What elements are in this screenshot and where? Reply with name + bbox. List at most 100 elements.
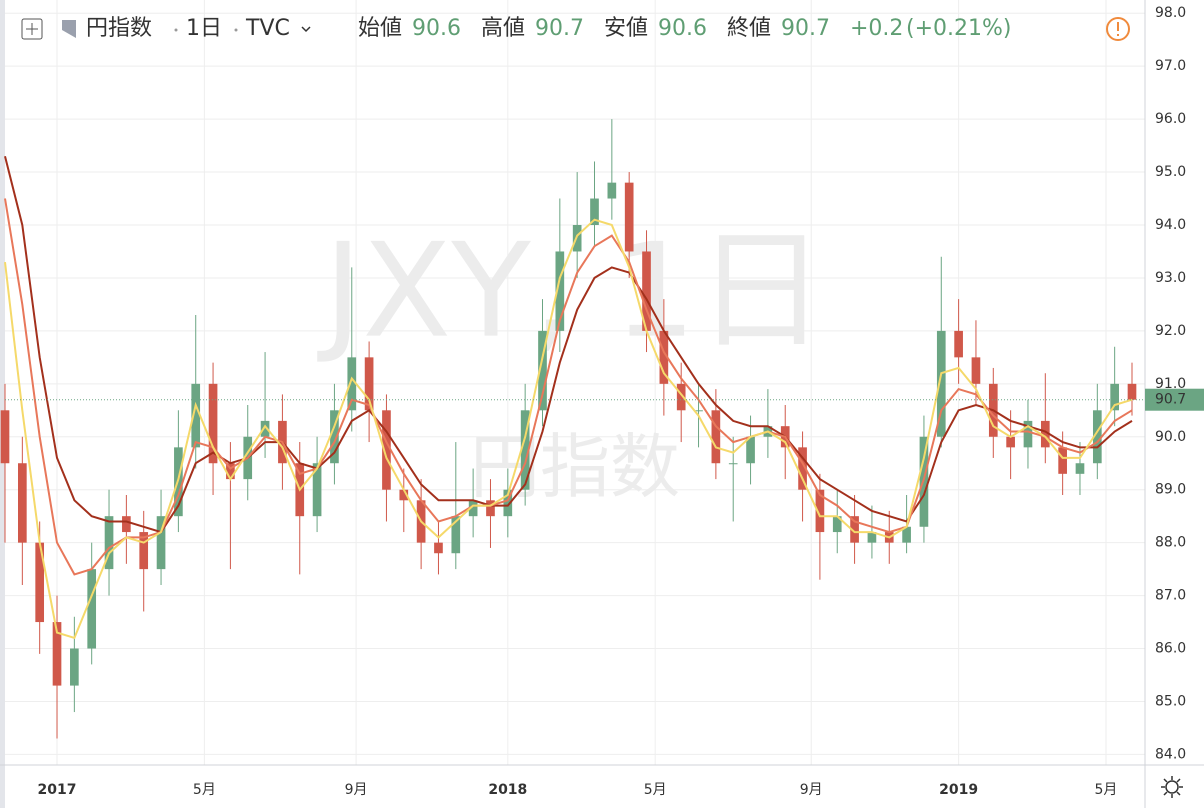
- candle-body: [122, 516, 131, 533]
- candle-body: [0, 410, 10, 464]
- y-tick-label: 91.0: [1155, 376, 1186, 392]
- y-tick-label: 84.0: [1155, 746, 1186, 762]
- y-tick-label: 90.0: [1155, 429, 1186, 445]
- candle-body: [642, 251, 651, 331]
- candle-body: [936, 330, 946, 437]
- settings-icon[interactable]: [1161, 776, 1183, 798]
- flag-icon[interactable]: [62, 20, 76, 38]
- candle-body: [18, 463, 27, 543]
- candle-body: [711, 410, 721, 464]
- candle-body: [538, 330, 547, 411]
- gear-teeth: [1161, 776, 1183, 798]
- y-tick-label: 97.0: [1155, 58, 1186, 74]
- candle-body: [1058, 447, 1067, 474]
- candle-body: [555, 251, 565, 331]
- candle-body: [1110, 383, 1119, 411]
- y-tick-label: 93.0: [1155, 270, 1186, 286]
- candle-body: [1023, 420, 1033, 448]
- candle-body: [1040, 420, 1050, 448]
- y-tick-label: 89.0: [1155, 482, 1186, 498]
- expand-icon-plus: [26, 23, 38, 35]
- open-label: 始値: [358, 16, 402, 41]
- gear: [1165, 780, 1179, 794]
- candle-body: [798, 447, 807, 490]
- x-tick-label: 2019: [939, 782, 978, 798]
- candle-body: [87, 569, 97, 649]
- moving-average-line: [4, 155, 1133, 534]
- candle-body: [520, 410, 530, 490]
- candle-body: [1127, 383, 1137, 400]
- candle-body: [728, 463, 738, 465]
- candle-body: [191, 383, 201, 448]
- candle-body: [607, 182, 617, 199]
- alert-icon[interactable]: [1106, 17, 1130, 41]
- candle-body: [434, 542, 443, 554]
- candle-body: [226, 463, 235, 480]
- source[interactable]: TVC: [245, 16, 290, 41]
- candle-body: [1092, 410, 1102, 464]
- interval[interactable]: 1日: [186, 16, 222, 41]
- candle-body: [52, 622, 62, 686]
- high-value: 90.7: [535, 16, 584, 41]
- candle-body: [399, 489, 409, 501]
- candle-body: [312, 463, 322, 517]
- moving-average-line: [4, 198, 1133, 576]
- candle-body: [347, 357, 357, 411]
- close-label: 終値: [727, 16, 771, 41]
- high-label: 高値: [481, 16, 525, 41]
- y-tick-label: 95.0: [1155, 164, 1186, 180]
- y-tick-label: 85.0: [1155, 693, 1186, 709]
- candle-body: [104, 516, 114, 570]
- candle-body: [971, 357, 981, 384]
- candle-body: [1075, 463, 1085, 474]
- open-value: 90.6: [412, 16, 461, 41]
- x-tick-label: 2018: [488, 782, 527, 798]
- last-price-label: 90.7: [1155, 392, 1186, 408]
- x-tick-label: 2017: [38, 782, 77, 798]
- candle-body: [832, 516, 842, 533]
- candle-body: [486, 500, 495, 517]
- candle-body: [746, 436, 755, 464]
- change: +0.2: [850, 16, 903, 41]
- separator: [174, 28, 178, 32]
- left-edge: [0, 0, 5, 808]
- candle-body: [624, 182, 634, 252]
- candle-body: [590, 198, 599, 225]
- symbol[interactable]: 円指数: [86, 16, 152, 41]
- candle-body: [139, 532, 149, 570]
- dropdown-arrow[interactable]: [301, 26, 311, 33]
- candle-body: [330, 410, 339, 464]
- candle-body: [260, 420, 270, 437]
- y-tick-label: 98.0: [1155, 5, 1186, 21]
- y-tick-label: 86.0: [1155, 641, 1186, 657]
- candle-body: [70, 648, 79, 686]
- candle-body: [954, 330, 963, 358]
- x-tick-label: 9月: [345, 782, 368, 798]
- candle-body: [382, 410, 391, 490]
- close-value: 90.7: [781, 16, 830, 41]
- candle-body: [156, 516, 166, 570]
- candle-body: [694, 410, 703, 412]
- separator: [234, 28, 238, 32]
- y-tick-label: 96.0: [1155, 111, 1186, 127]
- low-value: 90.6: [658, 16, 707, 41]
- candle-body: [1006, 436, 1015, 448]
- y-tick-label: 87.0: [1155, 588, 1186, 604]
- candle-body: [850, 516, 859, 543]
- header: 円指数 1日 TVC 始値 90.6 高値 90.7 安値 90.6 終値 90…: [21, 16, 1130, 41]
- candle-body: [902, 526, 911, 543]
- candle-body: [451, 516, 461, 554]
- x-tick-label: 5月: [193, 782, 216, 798]
- change-pct: (+0.21%): [906, 16, 1012, 41]
- expand-icon[interactable]: [21, 18, 43, 40]
- candle-body: [676, 383, 686, 411]
- watermark-sub: 円指数: [470, 426, 680, 508]
- x-tick-label: 5月: [644, 782, 667, 798]
- x-tick-label: 9月: [800, 782, 823, 798]
- candle-body: [867, 532, 877, 543]
- moving-average-line: [4, 218, 1133, 640]
- candle-body: [503, 489, 513, 517]
- last-price-box: [1145, 388, 1204, 411]
